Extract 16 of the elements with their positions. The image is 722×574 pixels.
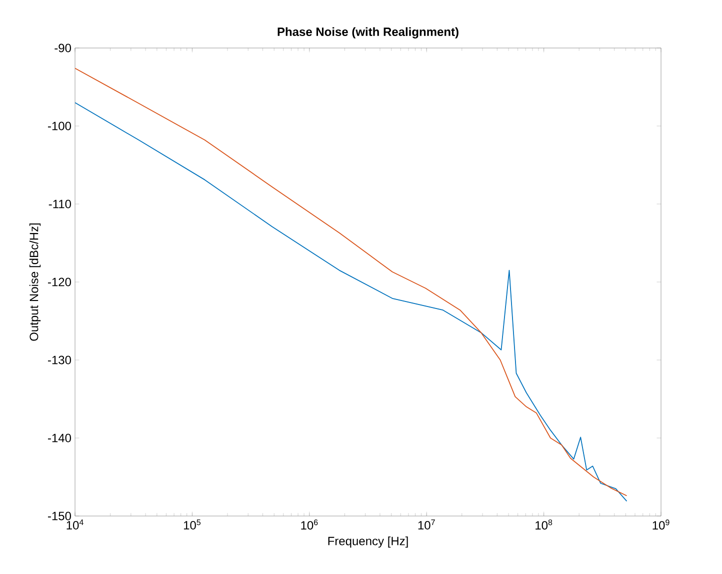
x-tick-label: 10$^{8}$ bbox=[536, 520, 552, 530]
chart-title: Phase Noise (with Realignment) bbox=[278, 27, 458, 38]
x-tick-label: 10$^{4}$ bbox=[66, 520, 84, 530]
x-tick-label: 10$^{9}$ bbox=[652, 520, 670, 530]
y-tick-label: -130 bbox=[48, 356, 72, 364]
y-axis-title: Output Noise [dBc/Hz] bbox=[29, 224, 41, 341]
y-tick-label: -140 bbox=[48, 434, 72, 442]
x-axis-title: Frequency [Hz] bbox=[328, 536, 408, 548]
y-tick-label: -150 bbox=[48, 512, 72, 520]
y-tick-label: -100 bbox=[48, 122, 72, 130]
y-tick-label: -110 bbox=[48, 200, 72, 208]
y-tick-label: -90 bbox=[54, 44, 72, 52]
y-tick-label: -120 bbox=[48, 278, 72, 286]
x-tick-label: 10$^{7}$ bbox=[418, 520, 435, 530]
x-tick-label: 10$^{5}$ bbox=[184, 520, 201, 530]
x-tick-label: 10$^{6}$ bbox=[301, 520, 318, 530]
